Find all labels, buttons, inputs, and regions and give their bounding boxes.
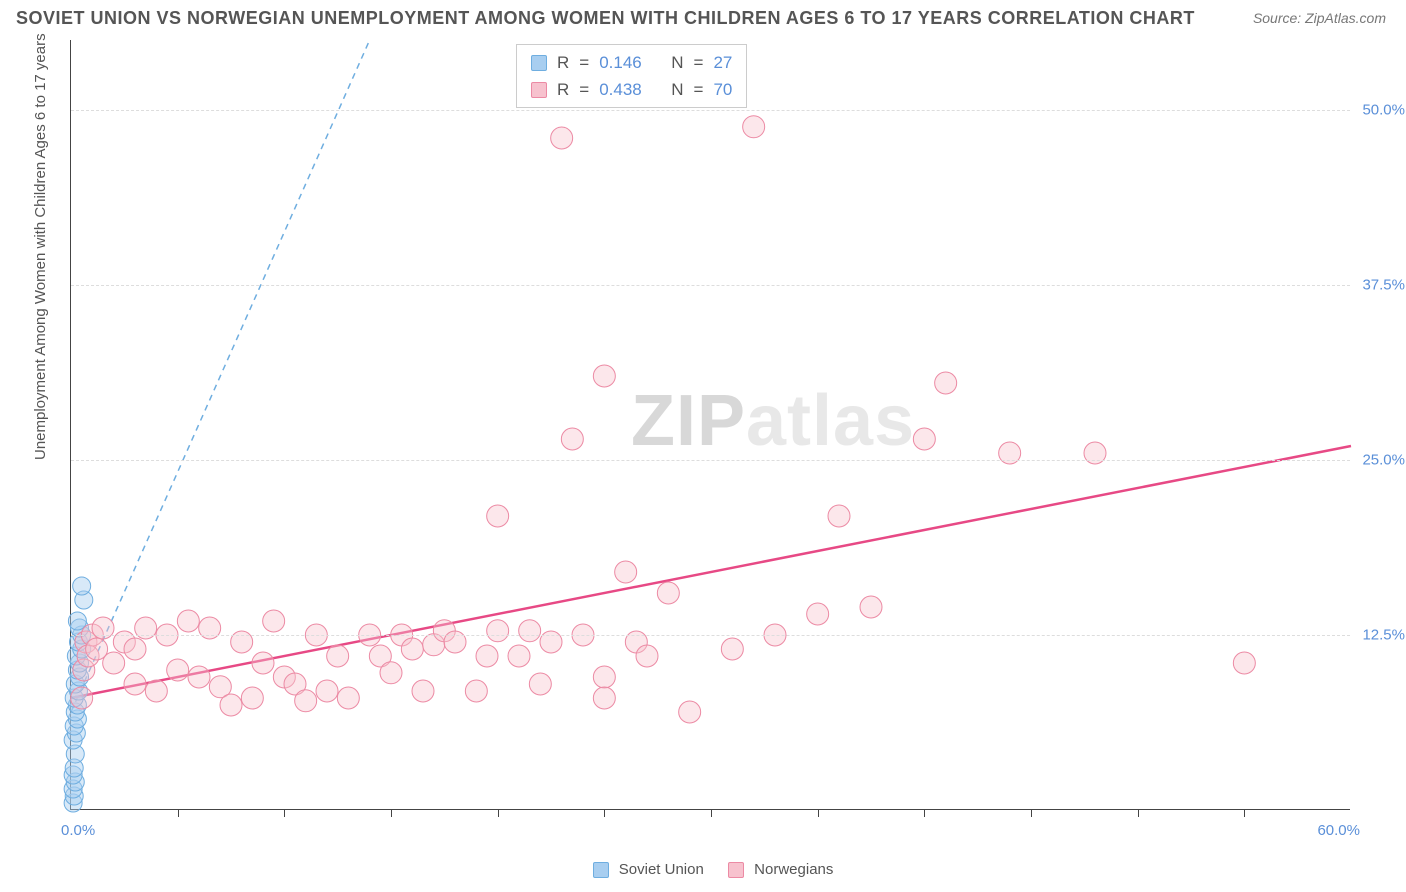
chart-container: Unemployment Among Women with Children A… <box>50 40 1370 845</box>
data-point <box>519 620 541 642</box>
data-point <box>913 428 935 450</box>
y-tick-label: 50.0% <box>1362 102 1405 119</box>
data-point <box>252 652 274 674</box>
data-point <box>860 596 882 618</box>
x-tick <box>711 809 712 817</box>
data-point <box>220 694 242 716</box>
data-point <box>657 582 679 604</box>
x-axis-min-label: 0.0% <box>61 822 95 839</box>
gridline <box>71 460 1350 461</box>
data-point <box>935 372 957 394</box>
data-point <box>476 645 498 667</box>
y-tick-label: 25.0% <box>1362 452 1405 469</box>
data-point <box>412 680 434 702</box>
x-tick <box>1244 809 1245 817</box>
bottom-swatch-norwegians <box>728 862 744 878</box>
data-point <box>1233 652 1255 674</box>
x-tick <box>391 809 392 817</box>
gridline <box>71 110 1350 111</box>
x-tick <box>178 809 179 817</box>
data-point <box>593 687 615 709</box>
data-point <box>561 428 583 450</box>
chart-svg <box>71 40 1350 809</box>
data-point <box>124 638 146 660</box>
gridline <box>71 285 1350 286</box>
plot-area: ZIPatlas R = 0.146 N = 27 R = 0.438 N = <box>70 40 1350 810</box>
data-point <box>743 116 765 138</box>
data-point <box>615 561 637 583</box>
y-tick-label: 12.5% <box>1362 627 1405 644</box>
data-point <box>103 652 125 674</box>
data-point <box>241 687 263 709</box>
data-point <box>327 645 349 667</box>
x-axis-max-label: 60.0% <box>1317 822 1360 839</box>
data-point <box>529 673 551 695</box>
bottom-label-norwegians: Norwegians <box>754 861 833 878</box>
trend-line <box>71 40 370 712</box>
y-axis-label: Unemployment Among Women with Children A… <box>32 33 49 460</box>
data-point <box>487 505 509 527</box>
data-point <box>465 680 487 702</box>
bottom-legend: Soviet Union Norwegians <box>0 861 1406 878</box>
data-point <box>593 365 615 387</box>
data-point <box>593 666 615 688</box>
x-tick <box>1138 809 1139 817</box>
data-point <box>551 127 573 149</box>
data-point <box>73 577 91 595</box>
x-tick <box>498 809 499 817</box>
data-point <box>167 659 189 681</box>
data-point <box>721 638 743 660</box>
data-point <box>295 690 317 712</box>
data-point <box>124 673 146 695</box>
data-point <box>636 645 658 667</box>
data-point <box>263 610 285 632</box>
data-point <box>188 666 210 688</box>
data-point <box>401 638 423 660</box>
data-point <box>679 701 701 723</box>
bottom-swatch-soviet-union <box>593 862 609 878</box>
data-point <box>71 687 93 709</box>
x-tick <box>818 809 819 817</box>
y-tick-label: 37.5% <box>1362 277 1405 294</box>
gridline <box>71 635 1350 636</box>
data-point <box>177 610 199 632</box>
data-point <box>508 645 530 667</box>
bottom-label-soviet-union: Soviet Union <box>619 861 704 878</box>
data-point <box>828 505 850 527</box>
data-point <box>380 662 402 684</box>
source-attribution: Source: ZipAtlas.com <box>1253 10 1386 26</box>
data-point <box>487 620 509 642</box>
data-point <box>316 680 338 702</box>
data-point <box>68 612 86 630</box>
x-tick <box>284 809 285 817</box>
data-point <box>337 687 359 709</box>
data-point <box>807 603 829 625</box>
x-tick <box>604 809 605 817</box>
chart-title: SOVIET UNION VS NORWEGIAN UNEMPLOYMENT A… <box>16 8 1195 29</box>
x-tick <box>924 809 925 817</box>
x-tick <box>1031 809 1032 817</box>
data-point <box>145 680 167 702</box>
